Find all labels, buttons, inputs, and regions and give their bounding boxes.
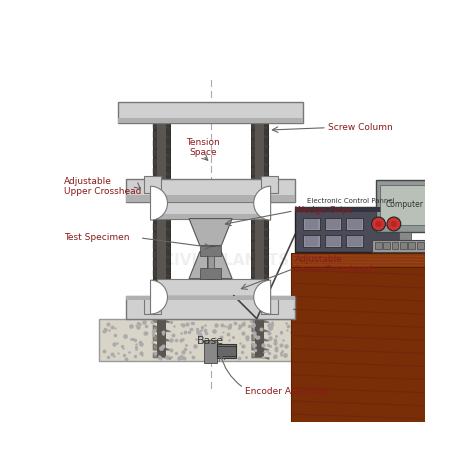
Polygon shape	[189, 252, 232, 279]
Text: Wedge Grips: Wedge Grips	[295, 206, 353, 215]
Circle shape	[375, 221, 382, 227]
Bar	[304, 219, 319, 228]
Bar	[157, 214, 264, 219]
Bar	[417, 242, 424, 249]
Bar	[99, 319, 322, 361]
Wedge shape	[254, 186, 271, 220]
Bar	[380, 185, 430, 225]
Bar	[346, 235, 363, 247]
Text: Adjustable
Lower Crosshead: Adjustable Lower Crosshead	[295, 255, 373, 274]
Wedge shape	[151, 280, 167, 314]
Text: Screw Column: Screw Column	[328, 123, 393, 132]
Wedge shape	[151, 186, 167, 220]
Text: Test Specimen: Test Specimen	[64, 233, 130, 242]
Bar	[326, 237, 340, 246]
Bar	[157, 103, 166, 357]
Bar	[200, 268, 221, 279]
Bar	[261, 176, 278, 193]
Bar	[292, 267, 425, 423]
Bar	[383, 242, 390, 249]
Bar	[118, 101, 303, 123]
Bar	[204, 340, 217, 364]
Bar	[126, 195, 295, 201]
Circle shape	[387, 217, 401, 231]
Bar	[208, 256, 214, 268]
Bar	[346, 218, 363, 230]
Bar	[118, 118, 303, 123]
Bar	[325, 235, 341, 247]
Bar	[303, 218, 320, 230]
Text: Computer: Computer	[386, 200, 424, 209]
Bar	[409, 242, 415, 249]
Bar	[144, 297, 161, 314]
Bar	[200, 246, 221, 256]
Bar	[217, 344, 236, 358]
Text: Base: Base	[197, 336, 224, 346]
Text: CIVIL PLANETS: CIVIL PLANETS	[163, 254, 289, 268]
Bar	[261, 297, 278, 314]
Bar	[372, 240, 438, 253]
Bar	[304, 237, 319, 246]
Bar	[295, 207, 407, 252]
Circle shape	[372, 217, 385, 231]
Bar	[399, 232, 411, 240]
Bar	[207, 246, 214, 279]
Text: Adjustable
Upper Crosshead: Adjustable Upper Crosshead	[64, 176, 142, 196]
Bar	[251, 103, 268, 357]
Text: Tension
Space: Tension Space	[186, 138, 220, 157]
Bar	[217, 346, 236, 356]
Bar	[374, 242, 382, 249]
Bar	[376, 180, 434, 232]
Bar	[303, 235, 320, 247]
Bar	[392, 242, 399, 249]
Wedge shape	[254, 280, 271, 314]
Bar	[292, 253, 425, 267]
Bar	[126, 179, 295, 201]
Bar	[126, 296, 295, 319]
Text: Electronic Control Pannel: Electronic Control Pannel	[307, 198, 394, 204]
Bar	[347, 219, 362, 228]
Bar	[126, 296, 295, 300]
Bar	[157, 201, 264, 219]
Bar	[325, 218, 341, 230]
Bar	[255, 103, 264, 357]
Bar	[400, 242, 407, 249]
Bar	[157, 279, 264, 296]
Bar	[153, 103, 170, 357]
Bar	[295, 207, 407, 212]
Polygon shape	[189, 219, 232, 246]
Bar	[144, 176, 161, 193]
Bar	[425, 242, 432, 249]
Circle shape	[391, 221, 397, 227]
Bar	[326, 219, 340, 228]
Text: Encoder Assembly: Encoder Assembly	[245, 387, 328, 396]
Bar	[347, 237, 362, 246]
